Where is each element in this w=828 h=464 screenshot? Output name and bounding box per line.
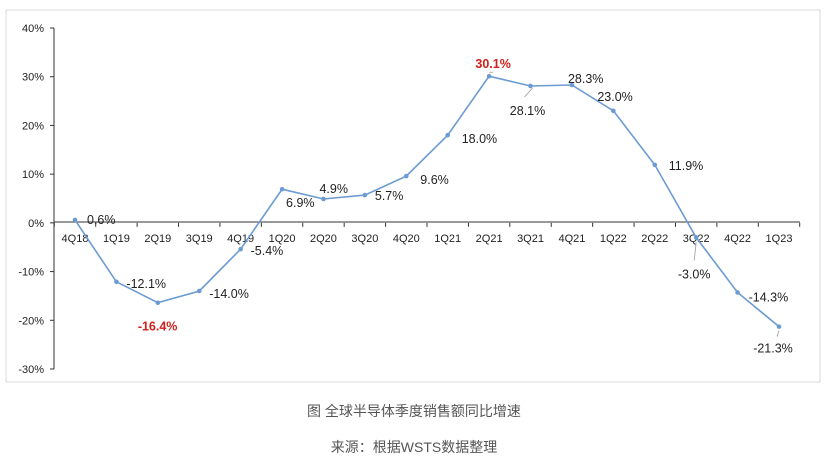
source-note: 来源：根据WSTS数据整理 xyxy=(330,439,498,455)
data-point xyxy=(693,235,699,240)
x-tick-label: 4Q20 xyxy=(393,233,420,245)
x-tick-label: 3Q19 xyxy=(186,233,213,245)
y-tick-label: 30% xyxy=(22,72,44,84)
data-label: 30.1% xyxy=(475,57,510,71)
x-tick-label: 1Q20 xyxy=(269,233,296,245)
x-tick-label: 3Q21 xyxy=(517,233,544,245)
x-tick-label: 1Q23 xyxy=(766,233,793,245)
y-tick-label: 20% xyxy=(22,120,44,132)
data-point xyxy=(611,108,616,114)
data-point xyxy=(321,196,326,202)
data-point xyxy=(652,162,658,168)
x-tick-label: 4Q18 xyxy=(62,233,89,245)
leader-lines xyxy=(489,71,780,337)
data-label: -21.3% xyxy=(753,342,793,356)
x-tick-label: 4Q22 xyxy=(724,233,751,245)
data-point xyxy=(114,279,119,285)
line-chart: 40% 30% 20% 10% 0% -10% -20% -30% 4Q18 1Q19 2Q19 3… xyxy=(5,9,821,383)
data-label: 23.0% xyxy=(597,90,632,104)
data-point xyxy=(445,132,451,138)
x-tick-label: 2Q21 xyxy=(476,233,503,245)
x-ticks: 4Q18 1Q19 2Q19 3Q19 4Q19 1Q20 2Q20 3Q20 4Q20 1Q21… xyxy=(53,222,801,245)
data-points xyxy=(72,73,782,329)
data-point xyxy=(279,186,285,192)
data-labels: 0.6% -12.1% -16.4% -14.0% -5.4% 6.9% 4.9% 5.7% 9… xyxy=(87,57,793,355)
data-point xyxy=(486,73,492,79)
data-label: 5.7% xyxy=(375,189,404,203)
data-label: -14.0% xyxy=(209,287,249,301)
data-label: -5.4% xyxy=(251,244,284,258)
x-tick-label: 3Q20 xyxy=(351,233,378,245)
leader-line xyxy=(524,87,533,98)
y-tick-label: -30% xyxy=(18,364,44,376)
data-point xyxy=(776,324,782,329)
chart-container: 40% 30% 20% 10% 0% -10% -20% -30% 4Q18 1Q19 2Q19 3… xyxy=(5,9,821,383)
data-label: 0.6% xyxy=(87,213,116,227)
data-point xyxy=(528,83,533,89)
data-point xyxy=(238,246,243,252)
x-tick-label: 1Q21 xyxy=(434,233,461,245)
data-point xyxy=(362,192,368,198)
x-tick-label: 1Q22 xyxy=(600,233,627,245)
data-label: 4.9% xyxy=(319,182,348,196)
data-label: 11.9% xyxy=(669,159,704,173)
data-label: 28.1% xyxy=(510,104,545,118)
x-tick-label: 4Q19 xyxy=(227,233,254,245)
data-point xyxy=(569,82,575,88)
data-label: -14.3% xyxy=(749,291,789,305)
plot-frame xyxy=(5,9,821,383)
y-tick-label: -20% xyxy=(18,315,44,327)
x-tick-label: 2Q20 xyxy=(310,233,337,245)
data-point xyxy=(72,217,78,223)
data-point xyxy=(403,173,409,179)
data-label: 18.0% xyxy=(462,132,497,146)
y-tick-label: -10% xyxy=(18,267,44,279)
data-label: 9.6% xyxy=(420,173,449,187)
x-tick-label: 1Q19 xyxy=(103,233,130,245)
leader-line xyxy=(776,330,780,337)
data-point xyxy=(155,300,161,306)
x-tick-label: 4Q21 xyxy=(558,233,585,245)
data-label: -3.0% xyxy=(678,267,711,281)
figure-caption: 图 全球半导体季度销售额同比增速 xyxy=(307,403,521,419)
data-point xyxy=(196,288,202,294)
data-label: -16.4% xyxy=(138,320,178,334)
data-point xyxy=(735,290,740,295)
leader-line xyxy=(693,242,697,261)
y-tick-label: 40% xyxy=(22,23,44,35)
series-line xyxy=(74,75,780,328)
data-label: -12.1% xyxy=(126,277,166,291)
x-tick-label: 2Q19 xyxy=(144,233,171,245)
y-tick-label: 10% xyxy=(22,169,44,181)
data-label: 6.9% xyxy=(286,196,315,210)
y-ticks: 40% 30% 20% 10% 0% -10% -20% -30% xyxy=(18,23,54,376)
y-tick-label: 0% xyxy=(28,218,44,230)
x-tick-label: 2Q22 xyxy=(641,233,668,245)
data-label: 28.3% xyxy=(568,72,603,86)
